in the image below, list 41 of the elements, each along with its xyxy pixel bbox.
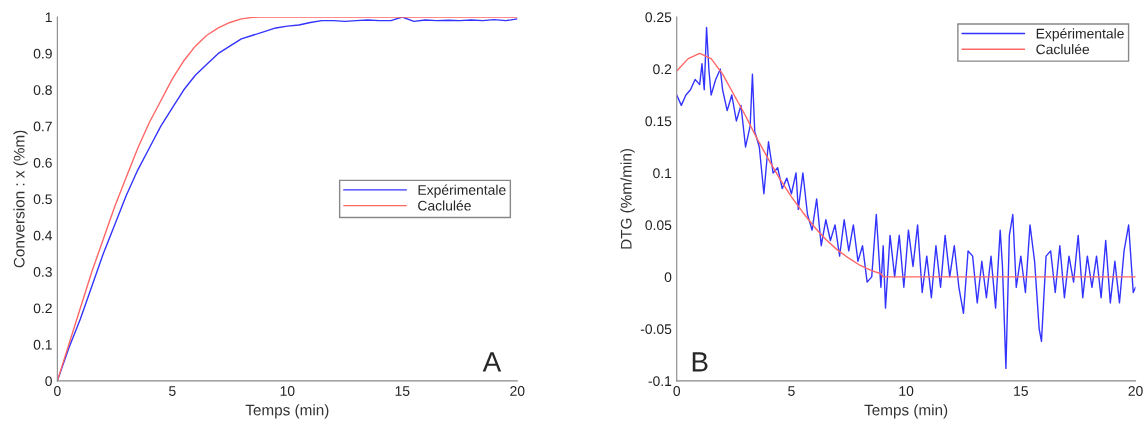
- y-tick-label: 0.8: [33, 85, 52, 95]
- line-series: [676, 26, 1136, 370]
- y-tick-label: 0.1: [33, 339, 52, 350]
- x-tick-label: 15: [1014, 386, 1028, 396]
- y-tick-label: 0.3: [33, 267, 52, 277]
- y-tick-label: 0.5: [33, 194, 52, 205]
- x-tick-label: 20: [510, 386, 525, 396]
- y-tick-label: 0.6: [33, 157, 52, 168]
- y-tick-label: -0.05: [640, 324, 672, 335]
- x-tick-label: 5: [169, 386, 176, 396]
- x-tick-label: 5: [788, 386, 795, 396]
- y-tick-label: 0.7: [33, 121, 52, 132]
- x-tick-label: 0: [54, 386, 61, 396]
- x-tick-label: 20: [1128, 386, 1143, 396]
- legend-label: Expérimentale: [418, 184, 506, 198]
- annotation: B: [692, 352, 708, 372]
- x-tick-label: 10: [899, 386, 914, 396]
- legend-label: Caclulée: [418, 200, 471, 211]
- y-tick-label: 0.1: [653, 168, 672, 179]
- y-tick-label: 0.2: [33, 303, 52, 314]
- x-tick-label: 15: [395, 386, 410, 396]
- y-tick-label: 0.4: [33, 230, 53, 241]
- y-tick-label: 1: [45, 12, 52, 23]
- x-tick-label: 0: [673, 386, 681, 396]
- y-tick-label: 0.9: [33, 48, 52, 59]
- x-tick-label: 10: [280, 386, 295, 396]
- y-tick-label: 0: [45, 376, 52, 387]
- line-series: [57, 17, 518, 381]
- x-axis-title: Temps (min): [864, 404, 948, 419]
- y-axis-title: Conversion : x (%m): [13, 130, 28, 268]
- y-tick-label: 0.05: [645, 220, 672, 231]
- y-tick-label: 0.15: [645, 116, 672, 127]
- y-tick-label: 0.2: [653, 64, 672, 75]
- y-axis-title: DTG (%m/min): [620, 148, 635, 249]
- x-axis-title: Temps (min): [245, 404, 329, 419]
- legend-label: Caclulée: [1036, 43, 1090, 55]
- legend-label: Expérimentale: [1036, 28, 1124, 42]
- y-tick-label: -0.1: [648, 376, 672, 387]
- y-tick-label: 0: [664, 272, 672, 283]
- annotation: A: [482, 352, 502, 372]
- y-tick-label: 0.25: [645, 12, 672, 23]
